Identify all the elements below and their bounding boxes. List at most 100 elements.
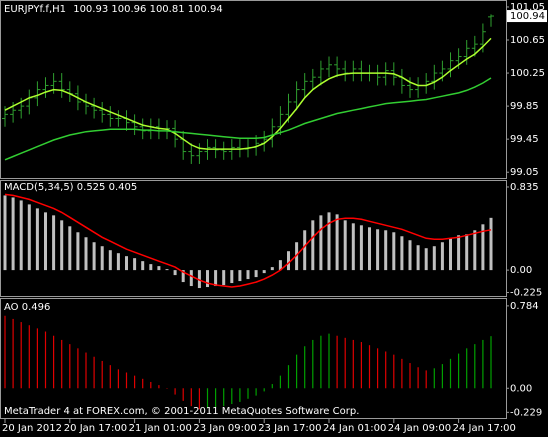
histogram-bar — [134, 375, 136, 389]
histogram-bar — [142, 378, 144, 389]
histogram-bar — [270, 267, 274, 271]
histogram-bar — [101, 360, 103, 389]
histogram-bar — [182, 388, 184, 401]
histogram-bar — [449, 358, 452, 389]
histogram-bar — [108, 250, 112, 271]
histogram-bar — [441, 364, 443, 389]
histogram-bar — [100, 246, 104, 271]
histogram-bar — [44, 212, 47, 271]
histogram-bar — [416, 245, 420, 271]
histogram-bar — [255, 388, 257, 396]
histogram-bar — [246, 270, 250, 280]
histogram-bar — [457, 235, 461, 271]
ao-header: AO 0.496 — [4, 302, 50, 313]
histogram-bar — [401, 358, 403, 389]
y-tick-label: 99.45 — [510, 134, 539, 145]
histogram-bar — [158, 385, 160, 389]
histogram-bar — [173, 270, 177, 276]
histogram-bar — [279, 375, 281, 389]
histogram-bar — [474, 344, 476, 389]
histogram-bar — [336, 335, 338, 389]
x-tick-label: 24 Jan 09:00 — [388, 423, 451, 434]
histogram-bar — [149, 264, 153, 271]
indicator-line — [4, 77, 492, 161]
histogram-bar — [351, 223, 355, 271]
histogram-bar — [230, 270, 234, 284]
macd-header: MACD(5,34,5) 0.525 0.405 — [4, 182, 137, 193]
histogram-bar — [11, 197, 15, 271]
histogram-bar — [238, 270, 242, 282]
histogram-bar — [311, 220, 315, 271]
price-header: EURJPYf.f,H1 100.93 100.96 100.81 100.94 — [4, 4, 223, 15]
y-tick-label: 0.00 — [510, 383, 532, 394]
histogram-bar — [85, 352, 87, 389]
histogram-bar — [440, 242, 444, 271]
histogram-bar — [150, 381, 152, 389]
histogram-bar — [343, 220, 347, 271]
histogram-bar — [12, 318, 14, 389]
histogram-bar — [312, 339, 314, 389]
histogram-bar — [335, 214, 339, 271]
histogram-bar — [206, 388, 209, 409]
histogram-bar — [352, 339, 354, 389]
histogram-bar — [304, 346, 306, 389]
histogram-bar — [303, 230, 307, 271]
histogram-bar — [27, 204, 31, 271]
histogram-bar — [197, 270, 201, 289]
y-tick-label: 99.05 — [510, 167, 539, 178]
histogram-bar — [77, 348, 79, 389]
y-tick-label: -0.229 — [510, 407, 542, 418]
histogram-bar — [109, 365, 111, 389]
histogram-bar — [392, 232, 396, 271]
symbol: EURJPYf.f,H1 — [4, 4, 66, 15]
histogram-bar — [125, 372, 128, 389]
histogram-bar — [385, 351, 387, 389]
histogram-bar — [466, 348, 468, 389]
histogram-bar — [384, 230, 388, 271]
price-label: 100.94 — [510, 11, 545, 22]
histogram-bar — [181, 270, 185, 283]
histogram-bar — [287, 365, 290, 389]
x-tick-label: 24 Jan 17:00 — [453, 423, 516, 434]
price-box — [507, 10, 547, 23]
histogram-bar — [368, 227, 371, 271]
price-pane — [0, 0, 507, 179]
histogram-bar — [376, 229, 380, 271]
y-tick-label: 101.05 — [510, 2, 545, 13]
y-tick-label: 100.25 — [510, 68, 545, 79]
histogram-bar — [44, 331, 47, 389]
y-tick-label: 100.65 — [510, 35, 545, 46]
macd-pane — [0, 180, 507, 297]
x-tick-label: 23 Jan 17:00 — [258, 423, 321, 434]
histogram-bar — [368, 345, 371, 389]
histogram-bar — [320, 335, 322, 389]
histogram-bar — [482, 339, 484, 389]
ao-value: 0.496 — [22, 302, 51, 313]
histogram-bar — [61, 339, 63, 389]
histogram-bar — [19, 200, 23, 271]
y-tick-label: 99.85 — [510, 101, 539, 112]
histogram-bar — [473, 230, 477, 271]
histogram-bar — [433, 368, 435, 389]
histogram-bar — [20, 322, 22, 389]
histogram-bar — [409, 363, 411, 389]
y-tick-label: -0.225 — [510, 288, 542, 299]
ao-pane — [0, 298, 507, 419]
histogram-bar — [92, 242, 96, 271]
histogram-bar — [262, 270, 266, 274]
histogram-bar — [425, 370, 427, 389]
histogram-bar — [247, 388, 249, 399]
histogram-bar — [198, 388, 200, 410]
histogram-bar — [53, 335, 55, 389]
histogram-bar — [76, 232, 80, 271]
histogram-bar — [327, 212, 331, 271]
histogram-bar — [271, 384, 273, 389]
histogram-bar — [254, 270, 258, 278]
histogram-bar — [35, 208, 39, 271]
histogram-bar — [481, 224, 485, 271]
histogram-bar — [3, 195, 7, 271]
histogram-bar — [239, 388, 241, 402]
x-tick-label: 20 Jan 17:00 — [64, 423, 127, 434]
